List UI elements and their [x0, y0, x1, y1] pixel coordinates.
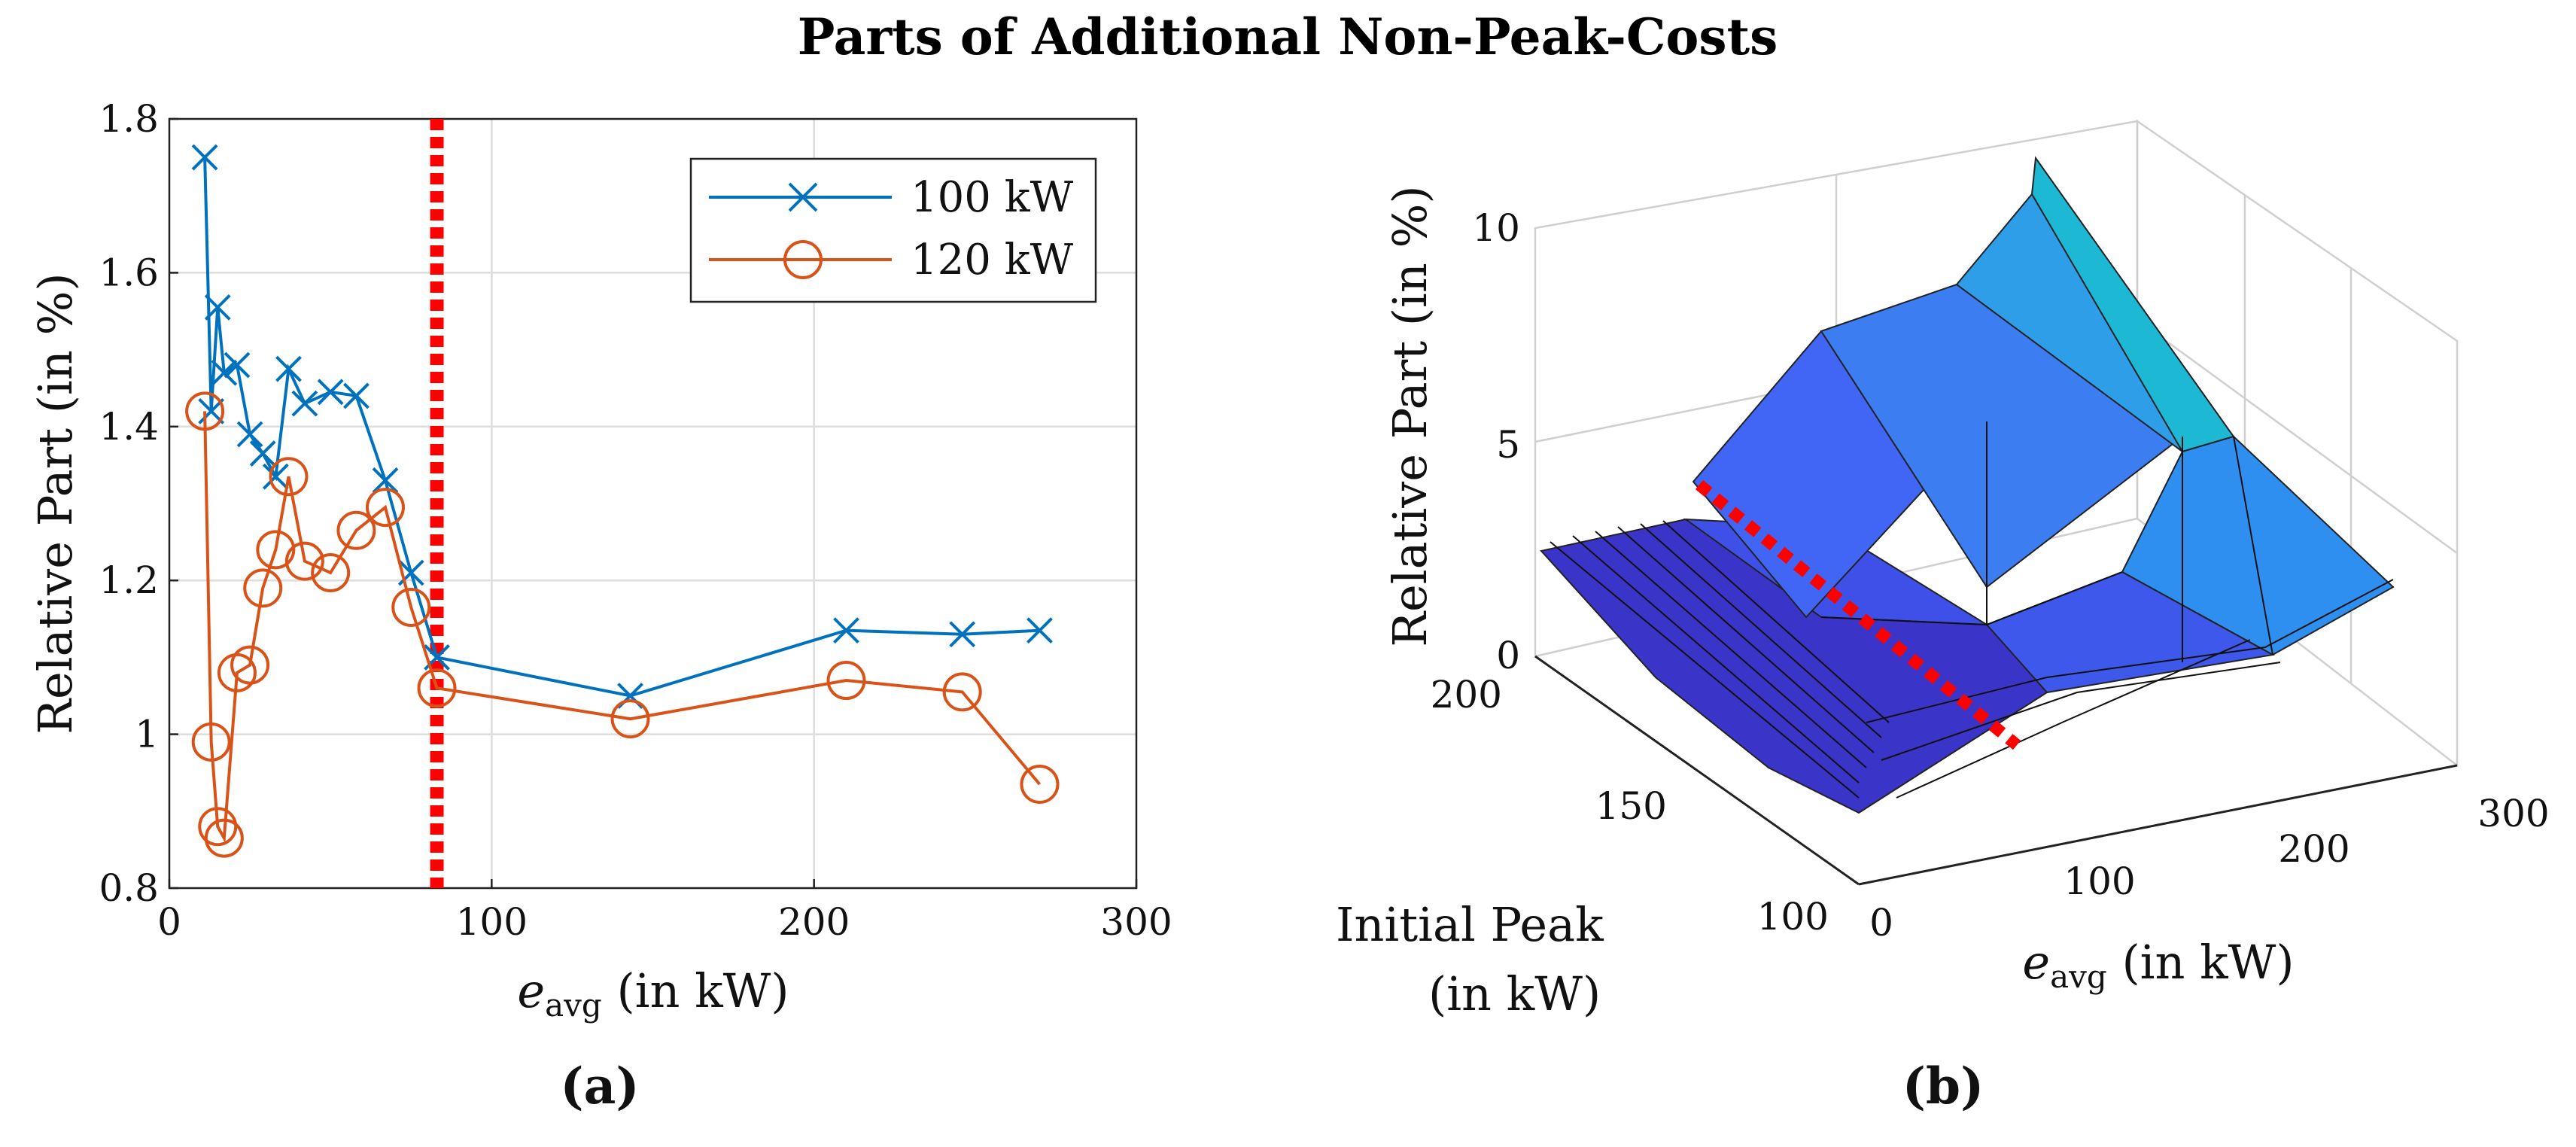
data-point-100kw — [833, 617, 859, 644]
data-point-120kw — [610, 699, 650, 739]
y-tick-label: 1.6 — [99, 251, 159, 294]
y-tick-label: 1.8 — [99, 97, 159, 141]
data-point-120kw — [217, 653, 257, 692]
x-tick-label: 300 — [2477, 792, 2549, 835]
y-tick-label: 100 — [1757, 895, 1829, 939]
data-point-100kw — [236, 421, 263, 448]
data-point-100kw — [275, 355, 302, 382]
data-point-120kw — [191, 722, 231, 762]
y-axis-label-b-line2: (in kW) — [1428, 966, 1601, 1021]
y-tick-label: 1 — [135, 713, 159, 756]
data-point-100kw — [198, 397, 225, 424]
figure-title: Parts of Additional Non-Peak-Costs — [798, 8, 1778, 66]
data-point-120kw — [1020, 765, 1060, 805]
data-point-100kw — [249, 440, 276, 467]
data-point-100kw — [343, 382, 370, 409]
panel-a-line-chart: 0 100 200 300 0.8 1 1.2 1.4 1.6 1.8 Relative Part… — [28, 97, 1172, 1024]
y-axis-label-b-line1: Initial Peak — [1336, 897, 1604, 952]
data-point-120kw — [198, 807, 238, 847]
data-point-120kw — [391, 587, 431, 627]
data-point-120kw — [826, 661, 866, 701]
surface — [1540, 156, 2395, 814]
x-ticks-b: 0 100 200 300 — [1869, 792, 2550, 945]
data-point-120kw — [284, 541, 324, 581]
legend-item-120kw: 120 kW — [709, 236, 1074, 284]
surface-right-wing — [2121, 435, 2395, 656]
z-ticks: 0 5 10 — [1472, 206, 1520, 677]
z-tick-label: 10 — [1472, 206, 1520, 250]
data-point-120kw — [942, 672, 982, 712]
data-point-100kw — [372, 467, 399, 494]
front-right-edge — [1858, 764, 2458, 886]
panel-label-a: (a) — [560, 1057, 639, 1115]
legend-item-100kw: 100 kW — [709, 173, 1074, 222]
data-point-100kw — [317, 379, 344, 406]
threshold-line-b — [1695, 479, 2021, 750]
x-tick-label: 100 — [456, 900, 528, 944]
legend-a: 100 kW 120 kW — [689, 157, 1097, 303]
data-point-100kw — [204, 294, 231, 321]
data-point-100kw — [291, 390, 318, 417]
data-point-100kw — [1026, 617, 1053, 644]
panel-label-b: (b) — [1902, 1057, 1984, 1115]
y-tick-label: 200 — [1431, 673, 1502, 716]
surface-mesh-lines — [1550, 421, 2394, 799]
data-point-120kw — [230, 645, 270, 685]
data-point-120kw — [185, 391, 225, 431]
data-point-100kw — [949, 621, 976, 648]
z-tick-label: 0 — [1496, 634, 1520, 677]
legend-marker-x-icon — [788, 182, 818, 212]
y-tick-label: 1.2 — [99, 558, 159, 602]
panel-b-surface-chart: 0 5 10 200 150 100 0 100 200 300 Relativ… — [1336, 119, 2550, 1021]
legend-label-120kw: 120 kW — [911, 236, 1074, 284]
data-point-120kw — [417, 668, 457, 708]
grid-z5-right — [2137, 318, 2458, 555]
data-point-100kw — [262, 463, 289, 490]
data-point-120kw — [204, 818, 244, 858]
data-point-100kw — [191, 144, 218, 171]
data-point-120kw — [269, 457, 309, 497]
x-tick-label: 200 — [2278, 827, 2349, 871]
x-axis-label-a: eavg (in kW) — [517, 963, 789, 1024]
axis-ticks-a: 0 100 200 300 0.8 1 1.2 1.4 1.6 1.8 — [99, 97, 1172, 944]
z-axis-label-b: Relative Part (in %) — [1382, 185, 1437, 647]
legend-box — [689, 157, 1097, 303]
data-point-100kw — [211, 359, 238, 386]
x-tick-label: 300 — [1100, 900, 1172, 944]
surface-box — [1534, 119, 2459, 886]
z-tick-label: 5 — [1496, 423, 1520, 467]
plot-frame-a — [168, 117, 1138, 890]
y-ticks-b: 200 150 100 — [1431, 673, 1829, 939]
front-left-edge — [1534, 655, 1860, 886]
y-axis-label-a: Relative Part (in %) — [28, 272, 83, 734]
x-tick-label: 200 — [778, 900, 850, 944]
x-axis-label-b: eavg (in kW) — [2022, 935, 2294, 995]
data-point-120kw — [243, 568, 283, 608]
data-point-120kw — [365, 488, 405, 528]
data-point-120kw — [311, 552, 351, 592]
data-point-120kw — [256, 530, 296, 570]
y-tick-label: 150 — [1595, 784, 1667, 828]
legend-label-100kw: 100 kW — [911, 173, 1074, 222]
series-line-120kw — [203, 411, 1042, 844]
x-tick-label: 0 — [1869, 901, 1893, 945]
y-tick-label: 1.4 — [99, 405, 159, 449]
x-tick-label: 100 — [2064, 859, 2135, 903]
y-tick-label: 0.8 — [99, 866, 159, 910]
x-tick-label: 0 — [157, 900, 181, 944]
data-point-120kw — [336, 510, 376, 550]
legend-marker-o-icon — [783, 240, 823, 279]
series-group-a — [185, 144, 1060, 858]
data-point-100kw — [224, 351, 251, 379]
